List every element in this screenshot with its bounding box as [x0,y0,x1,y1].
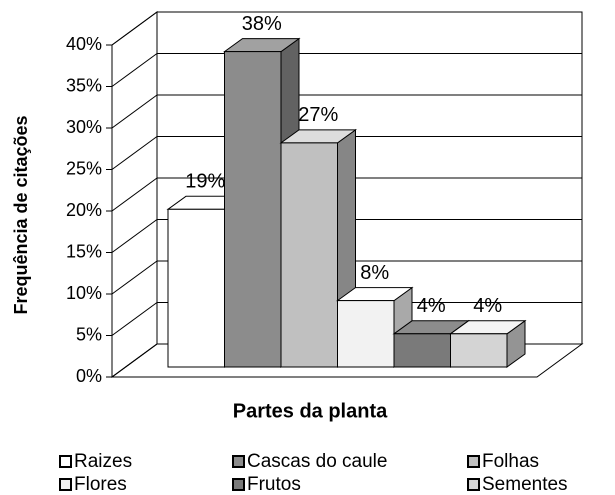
data-label: 8% [360,262,389,284]
y-tick-label: 5% [76,324,102,344]
x-axis-title: Partes da planta [233,400,388,422]
legend-label: Cascas do caule [247,451,387,472]
y-tick-label: 30% [66,117,102,137]
legend-label: Raizes [74,451,132,472]
y-tick-label: 40% [66,34,102,54]
legend-swatch [232,455,245,468]
bar [450,333,508,368]
legend-label: Flores [74,474,127,495]
legend-label: Folhas [482,451,539,472]
y-tick-label: 0% [76,366,102,386]
data-label: 38% [242,13,282,35]
data-label: 4% [473,295,502,317]
legend-swatch [467,478,480,491]
data-label: 19% [185,171,225,193]
grid-line [111,177,158,212]
legend-swatch [467,455,480,468]
bar [337,300,395,368]
legend-swatch [59,455,72,468]
grid-line [111,94,158,129]
legend-swatch [232,478,245,491]
bar [167,208,225,368]
grid-line [111,260,158,295]
grid-line [111,343,158,378]
y-tick-label: 15% [66,241,102,261]
y-tick-label: 35% [66,75,102,95]
grid-line [111,302,158,336]
grid-line [111,219,158,253]
data-label: 27% [298,104,338,126]
bar [393,333,451,368]
bar [280,142,338,368]
data-label: 4% [417,295,446,317]
legend-label: Frutos [247,474,301,495]
y-axis-title: Frequência de citações [11,115,31,314]
grid-line [111,136,158,170]
grid-line [111,53,158,87]
y-tick-label: 25% [66,158,102,178]
legend-swatch [59,478,72,491]
y-tick-label: 10% [66,283,102,303]
bar [224,51,282,368]
y-tick-label: 20% [66,200,102,220]
legend-label: Sementes [482,474,568,495]
grid-line [111,11,158,46]
